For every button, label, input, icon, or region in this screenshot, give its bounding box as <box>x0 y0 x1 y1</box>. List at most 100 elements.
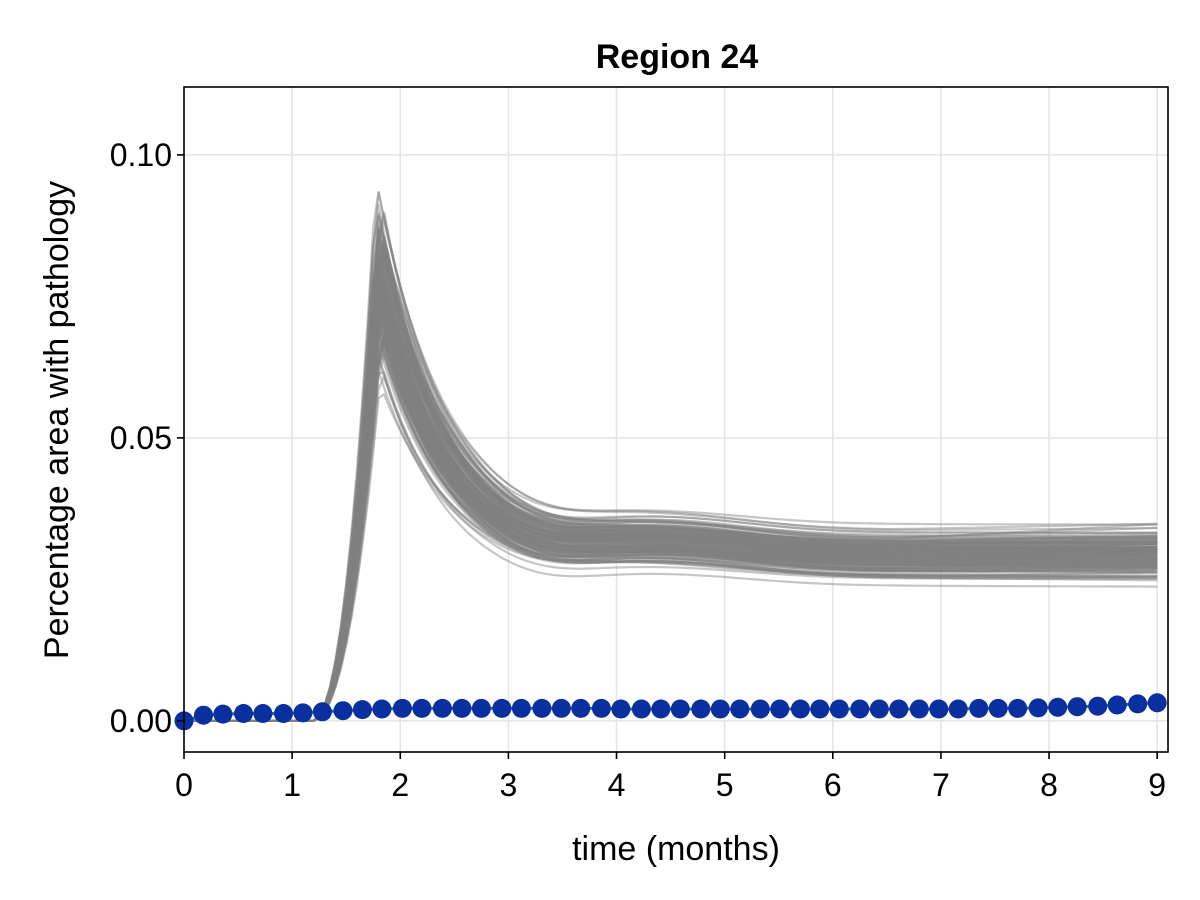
data-point <box>651 699 671 719</box>
simulation-line <box>184 263 1158 722</box>
chart-title: Region 24 <box>596 38 759 76</box>
x-axis-label: time (months) <box>572 830 780 868</box>
data-point <box>730 699 750 719</box>
plot-frame <box>183 86 1169 753</box>
simulation-line <box>184 327 1158 722</box>
simulation-line <box>184 281 1158 722</box>
simulation-line <box>184 292 1158 722</box>
simulation-line <box>184 298 1158 722</box>
simulation-line <box>184 278 1158 722</box>
simulation-line <box>184 308 1158 722</box>
data-point <box>1008 698 1028 718</box>
simulation-line <box>184 215 1158 722</box>
simulation-line <box>184 276 1158 722</box>
simulation-line <box>184 272 1158 722</box>
data-point <box>670 699 690 719</box>
data-point <box>869 699 889 719</box>
simulation-line <box>184 281 1158 722</box>
simulation-line <box>184 246 1158 722</box>
simulation-line <box>184 308 1158 722</box>
simulation-line <box>184 315 1158 722</box>
simulation-line <box>184 278 1158 722</box>
simulation-line <box>184 248 1158 722</box>
y-tick-label: 0.05 <box>110 420 172 456</box>
simulation-line <box>184 252 1158 722</box>
simulation-line <box>184 374 1158 722</box>
data-point <box>691 699 711 719</box>
simulation-line <box>184 234 1158 722</box>
simulation-line <box>184 277 1158 722</box>
simulation-line <box>184 305 1158 722</box>
simulation-line <box>184 249 1158 722</box>
simulation-line <box>184 265 1158 722</box>
simulation-line <box>184 284 1158 722</box>
simulation-line <box>184 323 1158 722</box>
simulation-line <box>184 296 1158 722</box>
simulation-line <box>184 328 1158 722</box>
simulation-line <box>184 267 1158 722</box>
simulation-line <box>184 281 1158 722</box>
data-point <box>372 699 392 719</box>
data-point <box>631 699 651 719</box>
simulation-line <box>184 240 1158 722</box>
simulation-line <box>184 318 1158 722</box>
simulation-line <box>184 336 1158 722</box>
x-tick-label: 3 <box>499 767 517 803</box>
simulation-line <box>184 281 1158 722</box>
simulation-line <box>184 319 1158 722</box>
simulation-line <box>184 321 1158 722</box>
simulation-line <box>184 337 1158 722</box>
simulation-line <box>184 214 1158 722</box>
x-tick-label: 0 <box>175 767 193 803</box>
data-point <box>948 699 968 719</box>
simulation-line <box>184 220 1158 722</box>
simulation-line <box>184 349 1158 722</box>
simulation-line <box>184 212 1158 722</box>
data-point <box>452 698 472 718</box>
simulation-line <box>184 243 1158 722</box>
data-point <box>1048 697 1068 717</box>
simulation-line <box>184 259 1158 722</box>
simulation-line <box>184 302 1158 722</box>
simulation-line <box>184 292 1158 722</box>
simulation-line <box>184 283 1158 722</box>
data-point <box>1088 696 1108 716</box>
simulation-line <box>184 306 1158 722</box>
simulation-line <box>184 305 1158 722</box>
simulation-line <box>184 285 1158 722</box>
data-point <box>492 698 512 718</box>
data-point <box>432 698 452 718</box>
data-point <box>611 699 631 719</box>
simulation-line <box>184 213 1158 722</box>
data-point <box>591 698 611 718</box>
simulation-line <box>184 337 1158 722</box>
simulation-line <box>184 332 1158 722</box>
observed-series <box>174 693 1167 731</box>
simulation-line <box>184 271 1158 722</box>
simulation-line <box>184 267 1158 722</box>
simulation-line <box>184 324 1158 722</box>
simulation-line <box>184 255 1158 722</box>
simulation-line <box>184 261 1158 722</box>
simulation-line <box>184 255 1158 722</box>
simulation-line <box>184 239 1158 722</box>
simulation-line <box>184 392 1158 722</box>
data-point <box>1028 698 1048 718</box>
simulation-line <box>184 351 1158 722</box>
simulation-line <box>184 276 1158 722</box>
simulation-line <box>184 257 1158 722</box>
simulation-line <box>184 340 1158 722</box>
simulation-line <box>184 326 1158 722</box>
x-tick-label: 2 <box>391 767 409 803</box>
x-tick-label: 8 <box>1040 767 1058 803</box>
simulation-line <box>184 319 1158 722</box>
simulation-line <box>184 335 1158 722</box>
simulation-line <box>184 305 1158 722</box>
simulation-line <box>184 315 1158 722</box>
x-tick-label: 6 <box>824 767 842 803</box>
simulation-line <box>184 278 1158 722</box>
data-point <box>412 698 432 718</box>
data-point <box>829 699 849 719</box>
data-point <box>312 702 332 722</box>
